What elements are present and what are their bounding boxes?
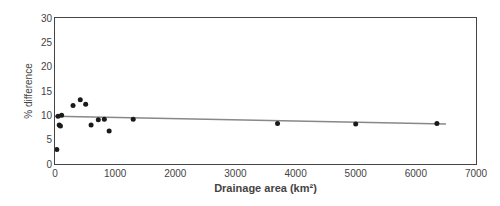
svg-text:10: 10 — [41, 110, 53, 121]
svg-text:4000: 4000 — [284, 168, 307, 179]
svg-text:5000: 5000 — [345, 168, 368, 179]
svg-text:0: 0 — [46, 159, 52, 170]
svg-text:% difference: % difference — [23, 63, 34, 119]
svg-text:6000: 6000 — [405, 168, 428, 179]
svg-text:2000: 2000 — [164, 168, 187, 179]
svg-text:15: 15 — [41, 86, 53, 97]
svg-text:7000: 7000 — [465, 168, 488, 179]
svg-text:0: 0 — [52, 168, 58, 179]
svg-text:3000: 3000 — [224, 168, 247, 179]
svg-text:Drainage area (km²): Drainage area (km²) — [214, 182, 317, 194]
svg-text:30: 30 — [41, 13, 53, 24]
svg-text:1000: 1000 — [104, 168, 127, 179]
svg-text:25: 25 — [41, 37, 53, 48]
svg-text:5: 5 — [46, 134, 52, 145]
svg-text:20: 20 — [41, 61, 53, 72]
